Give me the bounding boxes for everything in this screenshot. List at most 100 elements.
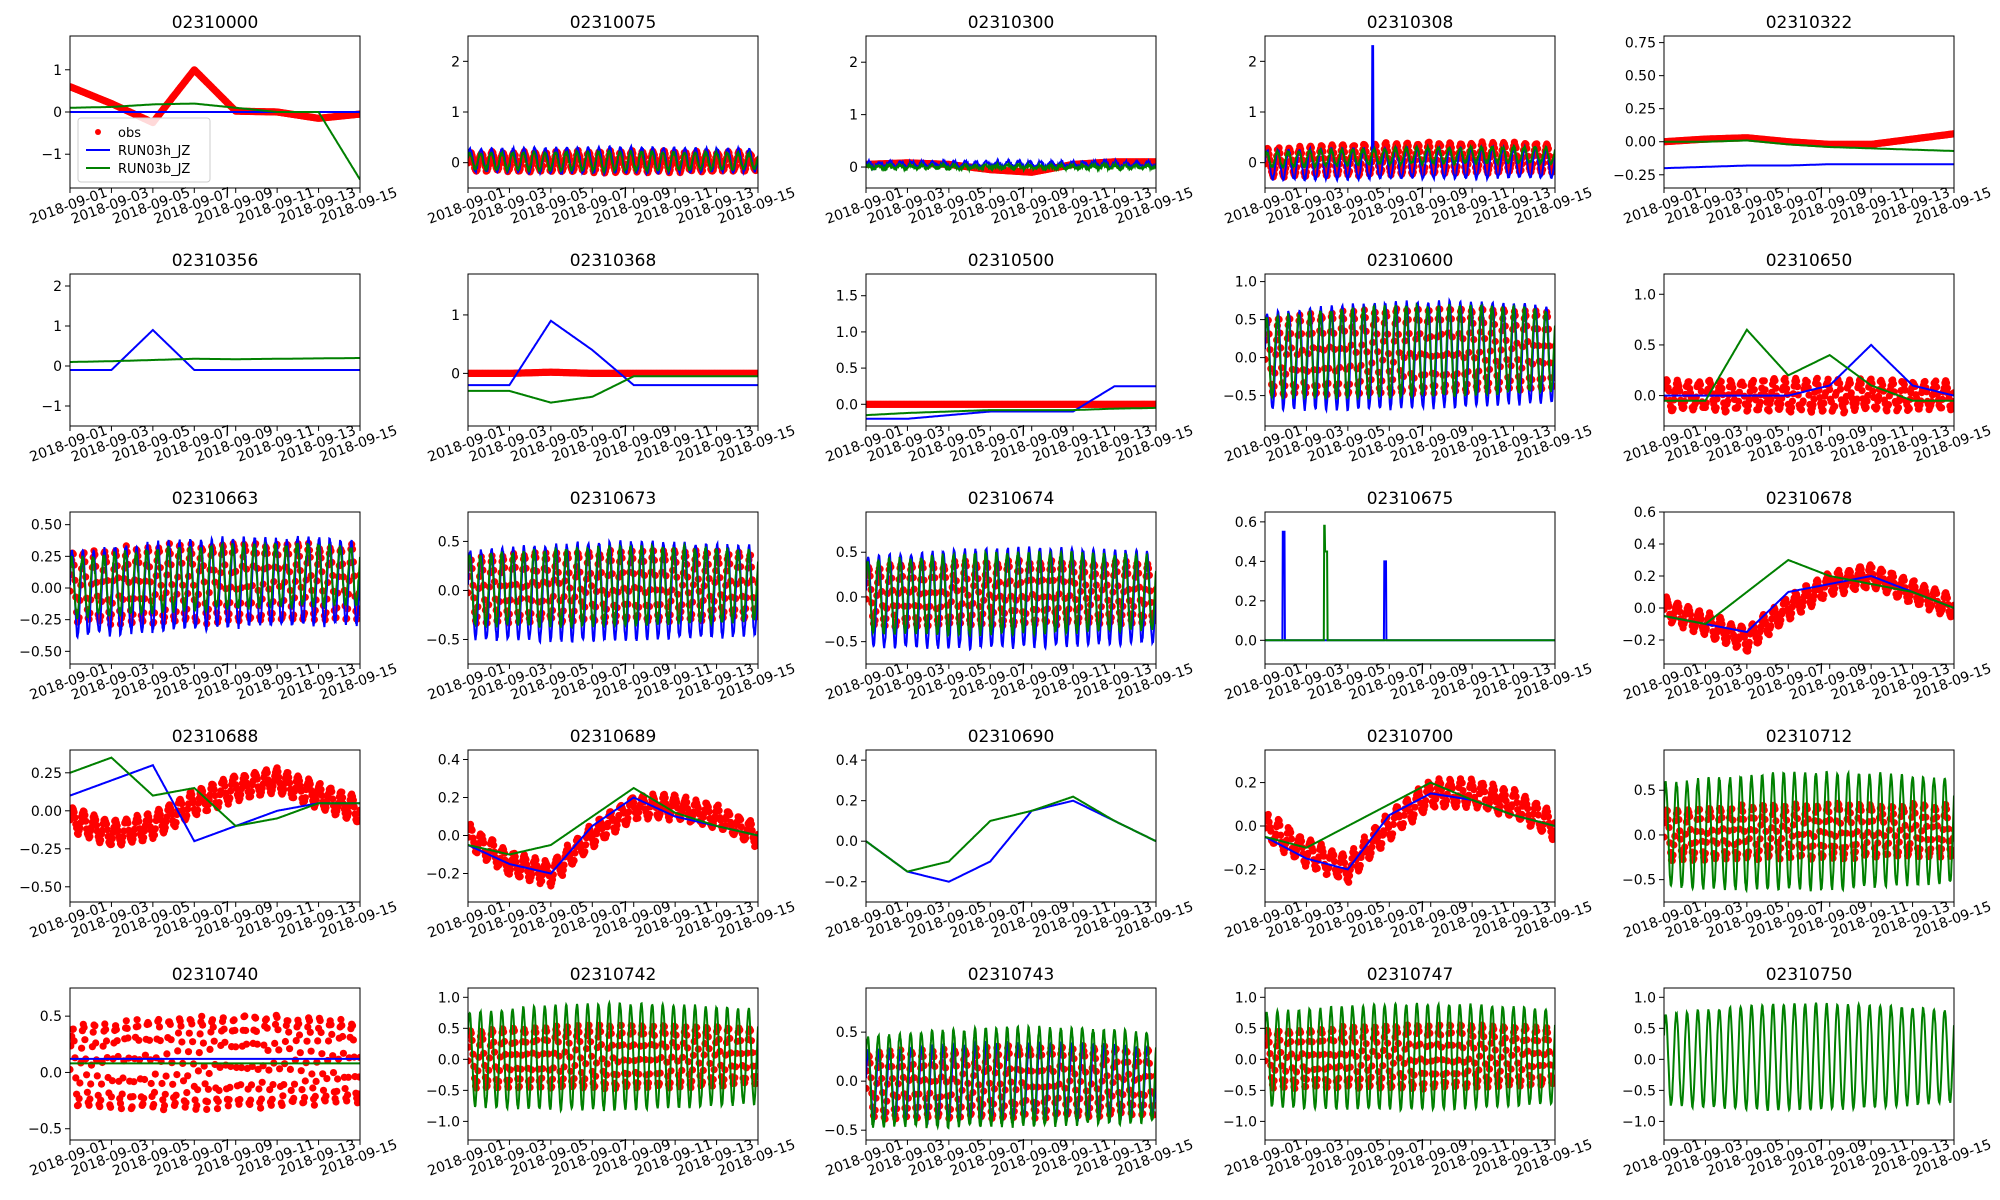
subplot-title: 02310600 [1367, 251, 1454, 271]
obs-point [1820, 399, 1828, 407]
y-tick-label: −0.5 [1223, 389, 1257, 405]
subplot-title: 02310075 [570, 13, 657, 33]
series-RUN03h_JZ [1664, 343, 1954, 397]
y-tick-label: 0 [451, 366, 460, 382]
subplot-title: 02310650 [1766, 251, 1853, 271]
obs-point [1722, 407, 1730, 415]
obs-point [1778, 394, 1786, 403]
axes-frame [1264, 273, 1556, 427]
obs-point [1724, 397, 1732, 405]
y-tick-label: 1 [53, 63, 62, 79]
obs-point [1745, 396, 1753, 404]
obs-point [1712, 404, 1720, 412]
series-RUN03b_JZ [1664, 558, 1954, 626]
y-tick-label: 1.0 [1235, 275, 1257, 291]
obs-point [1853, 395, 1861, 403]
obs-point [1696, 381, 1705, 389]
obs-point [1841, 398, 1850, 406]
obs-point [1932, 377, 1940, 385]
obs-point [1664, 377, 1671, 385]
obs-point [1265, 355, 1269, 363]
subplot-02310075: 023100750122018-09-012018-09-032018-09-0… [426, 13, 798, 228]
obs-point [1895, 589, 1903, 597]
series-RUN03b_JZ [866, 160, 1156, 174]
obs-point [1749, 376, 1758, 385]
subplot-02310368: 02310368012018-09-012018-09-032018-09-05… [426, 251, 798, 466]
obs-point [1788, 603, 1796, 611]
obs-point [1842, 392, 1850, 400]
y-tick-label: 0.0 [836, 590, 858, 606]
y-tick-label: −1 [41, 147, 62, 163]
subplot-title: 02310675 [1367, 489, 1454, 509]
obs-point [1729, 384, 1737, 392]
obs-point [1788, 397, 1796, 405]
obs-point [1783, 385, 1791, 393]
y-tick-label: 0.0 [1235, 351, 1257, 367]
obs-point [1933, 383, 1941, 391]
y-tick-label: 1 [451, 308, 460, 324]
subplot-title: 02310678 [1766, 489, 1853, 509]
y-tick-label: 2 [451, 54, 460, 70]
obs-point [1745, 638, 1753, 647]
series-RUN03b_JZ [70, 102, 360, 181]
obs-point [1864, 391, 1872, 400]
obs-point [1697, 615, 1705, 623]
series-obs [1664, 130, 1954, 148]
y-tick-label: 0.50 [1625, 69, 1656, 85]
obs-point [1831, 402, 1839, 410]
series-RUN03b_JZ [866, 549, 1156, 639]
y-tick-label: 1.0 [836, 325, 858, 341]
series-RUN03b_JZ [1265, 524, 1555, 642]
obs-point [1803, 378, 1811, 386]
subplot-title: 02310000 [172, 13, 259, 33]
series-RUN03b_JZ [468, 375, 758, 404]
y-tick-label: −0.25 [1613, 168, 1656, 184]
series-RUN03h_JZ [866, 385, 1156, 420]
series-RUN03b_JZ [1664, 139, 1954, 152]
y-tick-label: 0 [1248, 156, 1257, 172]
obs-point [1718, 384, 1726, 392]
series-RUN03b_JZ [1664, 328, 1954, 402]
obs-point [1910, 577, 1918, 585]
obs-point [1901, 386, 1909, 394]
obs-point [1858, 387, 1866, 395]
obs-point [1793, 383, 1801, 391]
subplot-02310674: 02310674−0.50.00.52018-09-012018-09-0320… [824, 489, 1196, 704]
obs-point [1793, 377, 1801, 385]
obs-point [1950, 130, 1954, 138]
obs-point [1724, 633, 1732, 641]
legend-label-RUN03h_JZ: RUN03h_JZ [118, 144, 190, 159]
obs-point [1933, 589, 1941, 598]
y-tick-label: 0.6 [1634, 505, 1656, 521]
obs-point [1900, 576, 1908, 584]
obs-point [1797, 608, 1806, 616]
y-tick-label: 2 [849, 55, 858, 71]
series-RUN03b_JZ [70, 541, 360, 620]
obs-point [1756, 398, 1764, 406]
legend-label-RUN03b_JZ: RUN03b_JZ [118, 162, 190, 177]
obs-point [1760, 377, 1768, 385]
subplot-02310675: 023106750.00.20.40.62018-09-012018-09-03… [1223, 489, 1595, 704]
series-RUN03h_JZ [1265, 530, 1555, 642]
obs-point [1943, 384, 1951, 392]
obs-point [1739, 381, 1748, 390]
y-tick-label: −0.5 [426, 632, 460, 648]
y-tick-label: 0.4 [1634, 537, 1656, 553]
subplot-02310322: 02310322−0.250.000.250.500.752018-09-012… [1613, 13, 1994, 228]
series-RUN03h_JZ [1265, 45, 1555, 184]
obs-point [1680, 403, 1688, 411]
y-tick-label: 0.5 [438, 534, 460, 550]
obs-point [1905, 597, 1913, 605]
obs-point [866, 595, 870, 603]
series-RUN03b_JZ [1265, 302, 1555, 401]
obs-point [1669, 405, 1677, 413]
obs-point [1777, 616, 1785, 624]
obs-point [1772, 384, 1780, 392]
subplot-title: 02310308 [1367, 13, 1454, 33]
subplot-02310000: 02310000−1012018-09-012018-09-032018-09-… [28, 13, 400, 228]
y-tick-label: 1.5 [836, 289, 858, 305]
y-tick-label: 0 [53, 105, 62, 121]
obs-point [1943, 594, 1951, 602]
y-tick-label: 0.00 [31, 581, 62, 597]
